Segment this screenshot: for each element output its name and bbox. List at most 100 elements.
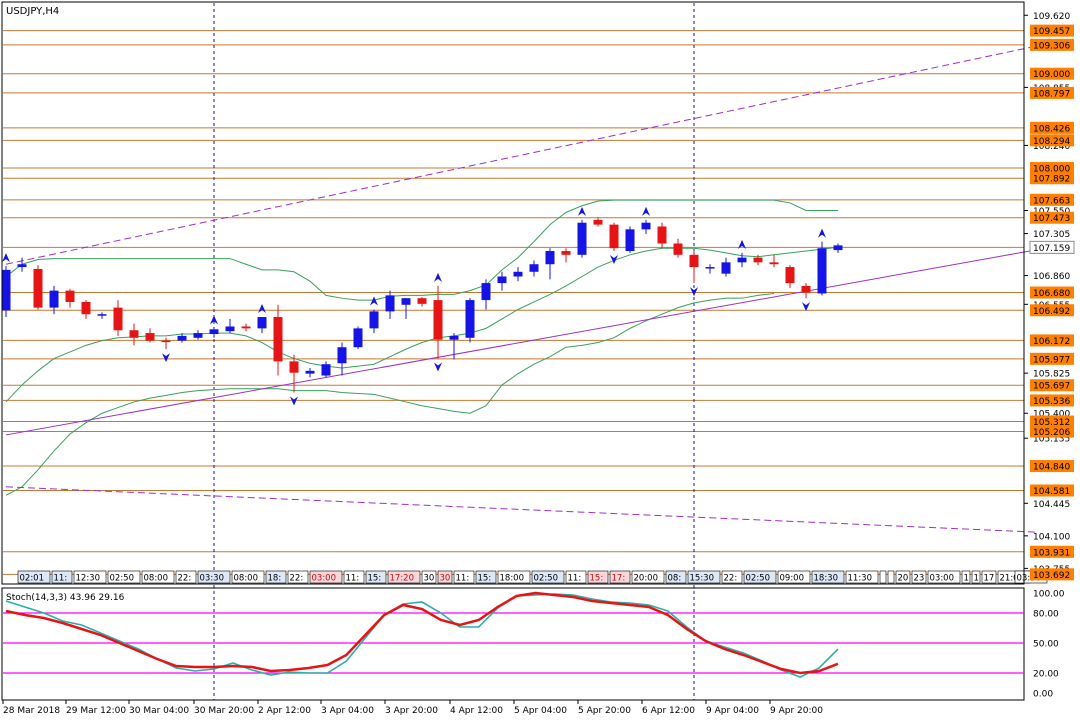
level-tag-label: 105.312 [1033, 418, 1070, 428]
fractal-up-arrow [210, 315, 218, 325]
time-axis-label: 5 Apr 20:00 [578, 706, 631, 716]
candle-body [545, 251, 555, 265]
candle-body [625, 229, 635, 252]
fractal-markers [2, 206, 826, 406]
price-tick-label: 109.620 [1033, 12, 1070, 22]
fractal-up-arrow [2, 253, 10, 263]
time-tag [141, 570, 175, 584]
stochastic-panel[interactable]: 100.00 80.00 50.00 20.00 0.00 Stoch(14,3,3) … [1, 587, 1065, 701]
time-tag-label: 20 [898, 574, 909, 584]
candle-body [513, 271, 523, 277]
level-tag-label: 105.536 [1033, 397, 1070, 407]
time-tag-label: 1 [974, 574, 979, 584]
candle-body [401, 298, 411, 305]
level-tag [1030, 460, 1074, 473]
time-tag-label: 11: [456, 574, 470, 584]
level-tag [1030, 286, 1074, 299]
candle-body [609, 224, 619, 249]
level-tag [1030, 193, 1074, 206]
price-level-tags: 109.457 109.306 109.000 108.797 108.426 108.2… [1029, 24, 1075, 581]
time-axis-label: 9 Apr 20:00 [770, 706, 823, 716]
level-tag [1030, 121, 1074, 134]
level-tag [1030, 415, 1074, 428]
time-tag-label: 03:00 [312, 574, 337, 584]
candle-body [113, 307, 123, 331]
stochastic-tick-label: 80.00 [1033, 610, 1059, 620]
fractal-up-arrow [434, 272, 442, 282]
candle-body [49, 290, 59, 308]
time-tag [721, 570, 743, 584]
level-tag [1030, 379, 1074, 392]
time-tag [631, 570, 665, 584]
candle-body [321, 364, 331, 376]
price-tick-label: 105.135 [1033, 435, 1070, 445]
time-tag-label: 1 [964, 574, 969, 584]
time-tag [421, 570, 437, 584]
time-axis-label: 4 Apr 12:00 [450, 706, 503, 716]
level-tag [1030, 67, 1074, 80]
time-tag [531, 570, 565, 584]
candle-body [737, 257, 747, 263]
time-tag-label: 30 [440, 574, 451, 584]
time-tag-label: 03:30 [200, 574, 225, 584]
level-tag-label: 108.294 [1033, 137, 1070, 147]
price-panel[interactable]: 02:01 11: 12:30 02:50 08:00 22: 03:30 08:00 18: 2… [1, 1, 1048, 700]
price-panel-frame [1, 1, 1025, 585]
candle-body [97, 314, 107, 316]
candle-body [81, 301, 91, 315]
time-tag [497, 570, 531, 584]
candle-body [241, 326, 251, 329]
fractal-down-arrow [802, 302, 810, 312]
time-tag [287, 570, 309, 584]
level-tag [1030, 352, 1074, 365]
time-axis-label: 29 Mar 12:00 [66, 706, 126, 716]
candle-body [305, 370, 315, 374]
candle-body [705, 267, 715, 269]
time-tag-label: 22: [290, 574, 304, 584]
candle-body [577, 222, 587, 255]
candle-body [161, 340, 171, 343]
time-tag [895, 570, 911, 584]
time-axis-label: 9 Apr 04:00 [706, 706, 759, 716]
candle-body [753, 257, 763, 263]
fractal-up-arrow [818, 228, 826, 238]
level-tag [1030, 568, 1074, 581]
fractal-up-arrow [578, 206, 586, 216]
level-tag-label: 105.977 [1033, 355, 1070, 365]
time-tag-label: 15: [368, 574, 382, 584]
time-tag-label: 18:30 [814, 574, 839, 584]
candle-body [17, 264, 27, 268]
time-tag [971, 570, 981, 584]
time-tag-label: 22: [724, 574, 738, 584]
level-tag-label: 106.680 [1033, 289, 1070, 299]
time-axis: 28 Mar 2018 29 Mar 12:00 30 Mar 04:00 30 Ma… [2, 700, 823, 716]
time-tag [453, 570, 475, 584]
fractal-down-arrow [290, 396, 298, 406]
level-tag-label: 107.892 [1033, 175, 1070, 185]
candle-body [129, 330, 139, 338]
time-tag-label: 15: [590, 574, 604, 584]
time-tag-label: 08:00 [144, 574, 169, 584]
time-tag [665, 570, 687, 584]
candle-body [657, 226, 667, 244]
candle-body [721, 262, 731, 274]
level-tag [1030, 38, 1074, 51]
level-tag [1030, 134, 1074, 147]
level-tag [1029, 240, 1075, 254]
bollinger-bands [5, 199, 839, 496]
price-tick-label: 108.240 [1033, 142, 1070, 152]
time-tag-label: 21:00 [1000, 574, 1025, 584]
level-tag-label: 108.797 [1033, 89, 1070, 99]
candle-body [353, 328, 363, 348]
time-tag [777, 570, 811, 584]
time-tag [343, 570, 365, 584]
price-axis: 109.620108.855108.240107.550107.305106.8… [1024, 12, 1075, 581]
fractal-up-arrow [258, 304, 266, 314]
candle-body [465, 300, 475, 338]
time-tag-label: 02:50 [110, 574, 135, 584]
time-tag [927, 570, 961, 584]
time-tag [107, 570, 141, 584]
candle-body [33, 268, 43, 308]
